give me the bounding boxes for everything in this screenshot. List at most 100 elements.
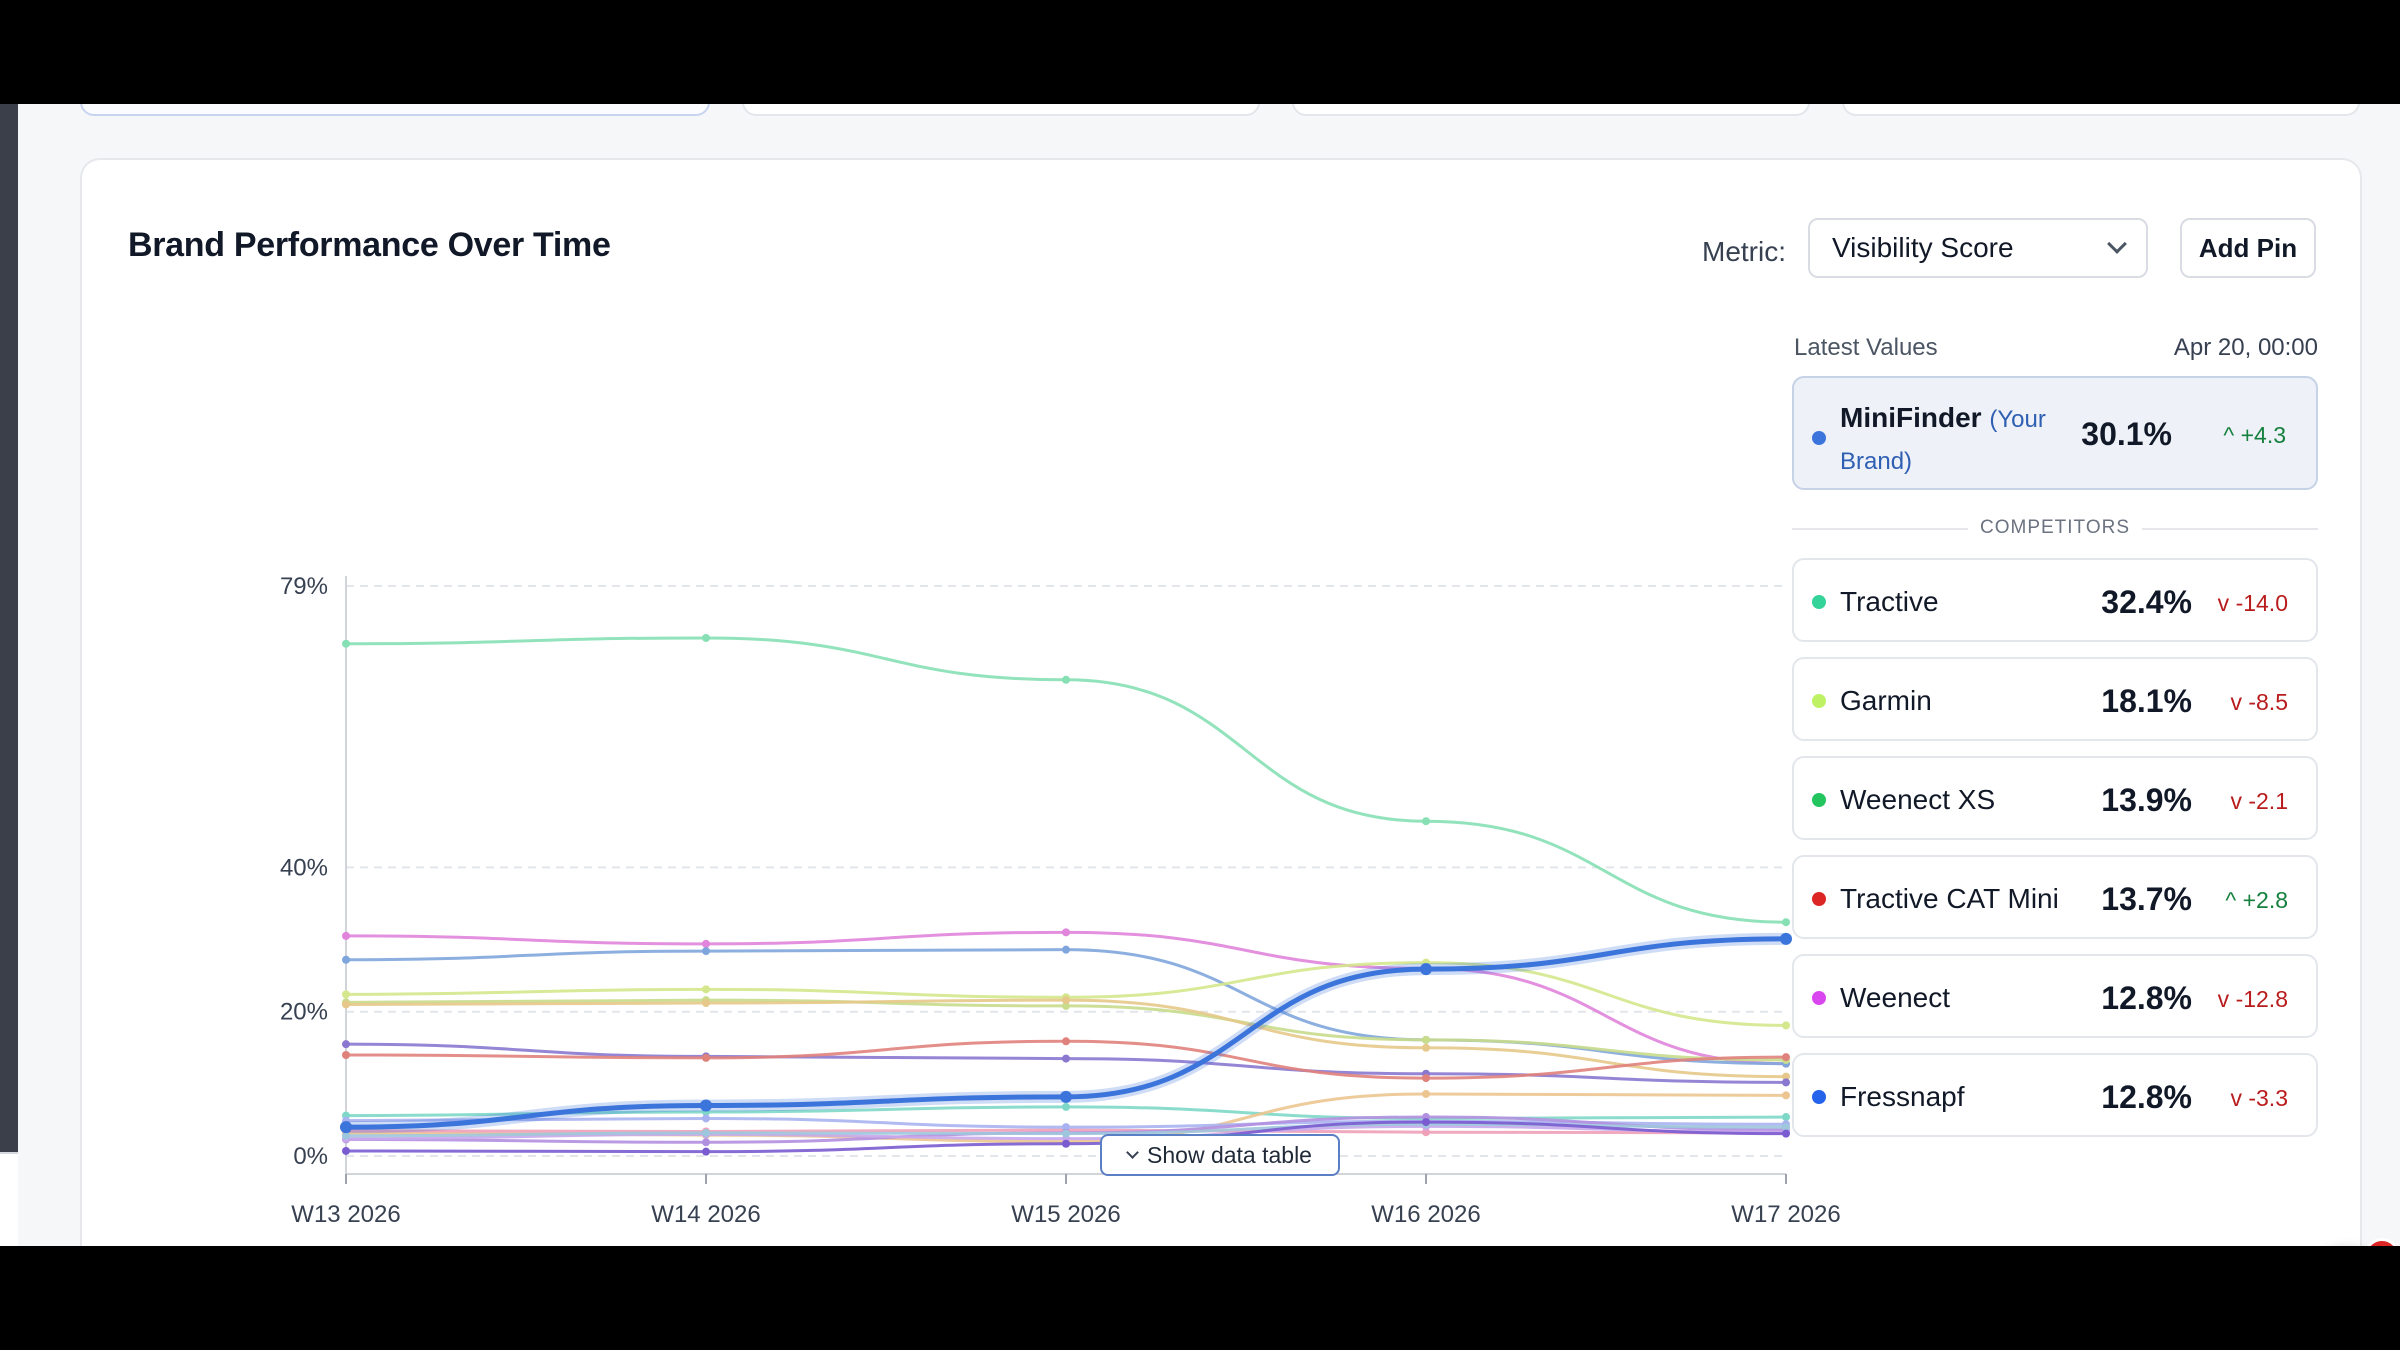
data-point <box>702 1138 710 1147</box>
data-point <box>1782 918 1790 927</box>
summary-card-4[interactable] <box>1842 104 2360 116</box>
series-line <box>345 1042 1787 1084</box>
series-color-dot <box>1812 1090 1826 1104</box>
competitor-card[interactable]: Weenect 12.8% v -12.8 <box>1792 954 2318 1038</box>
brand-performance-panel: Brand Performance Over Time Metric: Visi… <box>80 158 2362 1246</box>
chevron-down-icon <box>2107 234 2127 254</box>
summary-card-2[interactable] <box>742 104 1260 116</box>
y-tick-label: 0% <box>293 1143 328 1170</box>
data-point <box>342 1131 350 1140</box>
competitor-delta: v -8.5 <box>2230 689 2288 715</box>
data-point <box>1062 1129 1070 1138</box>
x-tick-label: W13 2026 <box>291 1201 400 1228</box>
series-color-dot <box>1812 892 1826 906</box>
data-point <box>1062 1037 1070 1046</box>
series-color-dot <box>1812 694 1826 708</box>
series-line <box>345 936 1787 1130</box>
data-point <box>1062 1001 1070 1010</box>
series-color-dot <box>1812 431 1826 445</box>
competitor-delta-value: -8.5 <box>2248 689 2288 715</box>
data-point <box>702 999 710 1008</box>
data-point <box>1062 1139 1070 1148</box>
x-tick-label: W16 2026 <box>1371 1201 1480 1228</box>
competitor-delta: v -12.8 <box>2217 986 2288 1012</box>
competitors-divider: COMPETITORS <box>1792 517 2318 539</box>
competitor-delta-value: -2.1 <box>2248 788 2288 814</box>
metric-select-value: Visibility Score <box>1832 232 2014 263</box>
competitor-value: 32.4% <box>2101 584 2192 620</box>
competitor-delta-value: +2.8 <box>2242 887 2288 913</box>
data-point <box>1782 1113 1790 1122</box>
latest-values-date: Apr 20, 00:00 <box>2173 334 2318 361</box>
summary-card-3[interactable] <box>1292 104 1810 116</box>
line-chart: 0% 20% 40% 79% W13 2026 W14 2026 W15 2026 W16 2… <box>280 573 1841 1228</box>
y-tick-label: 20% <box>280 999 328 1026</box>
data-point <box>1782 1091 1790 1100</box>
competitor-value: 12.8% <box>2101 1079 2192 1115</box>
data-point <box>702 939 710 948</box>
data-point <box>340 1121 352 1134</box>
data-point <box>1062 945 1070 954</box>
competitors-label: COMPETITORS <box>1980 517 2130 538</box>
x-tick-label: W14 2026 <box>651 1201 760 1228</box>
data-point <box>702 1053 710 1062</box>
data-point <box>1782 1123 1790 1132</box>
data-point <box>1422 817 1430 826</box>
chevron-down-icon <box>1126 1145 1139 1159</box>
add-pin-button[interactable]: Add Pin <box>2180 218 2316 278</box>
own-brand-name-text: MiniFinder <box>1840 402 1982 433</box>
competitor-delta: v -14.0 <box>2217 590 2288 616</box>
competitor-name: Weenect <box>1840 982 1950 1013</box>
own-brand-value: 30.1% <box>2081 416 2172 452</box>
left-sidebar-footer <box>0 1152 18 1246</box>
data-point <box>342 955 350 964</box>
competitor-delta: v -2.1 <box>2230 788 2288 814</box>
latest-values-panel: Latest Values Apr 20, 00:00 MiniFinder (… <box>1792 334 2320 1174</box>
data-point <box>1062 1102 1070 1111</box>
panel-title: Brand Performance Over Time <box>128 226 611 264</box>
competitor-card[interactable]: Weenect XS 13.9% v -2.1 <box>1792 756 2318 840</box>
metric-select[interactable]: Visibility Score <box>1808 218 2148 278</box>
competitor-card[interactable]: Garmin 18.1% v -8.5 <box>1792 657 2318 741</box>
competitor-name: Garmin <box>1840 685 1932 716</box>
own-brand-card[interactable]: MiniFinder (Your Brand) 30.1% ^ +4.3 <box>1792 376 2318 490</box>
data-point <box>1422 1118 1430 1127</box>
data-point <box>1780 932 1792 945</box>
competitor-card[interactable]: Tractive 32.4% v -14.0 <box>1792 558 2318 642</box>
divider-line-left <box>1792 528 1968 530</box>
own-brand-tag: (Your Brand) <box>1840 406 2046 475</box>
series-color-dot <box>1812 793 1826 807</box>
competitor-delta-value: -3.3 <box>2248 1085 2288 1111</box>
data-point <box>702 633 710 642</box>
competitor-name: Tractive CAT Mini <box>1840 883 2059 914</box>
competitor-card[interactable]: Tractive CAT Mini 13.7% ^ +2.8 <box>1792 855 2318 939</box>
data-point <box>1422 1043 1430 1052</box>
competitor-card[interactable]: Fressnapf 12.8% v -3.3 <box>1792 1053 2318 1137</box>
x-tick-label: W17 2026 <box>1731 1201 1840 1228</box>
competitor-delta-value: -12.8 <box>2235 986 2288 1012</box>
show-data-table-label: Show data table <box>1147 1141 1312 1168</box>
data-point <box>1062 928 1070 937</box>
data-point <box>342 931 350 940</box>
data-point <box>702 1147 710 1156</box>
data-point <box>1422 1089 1430 1098</box>
data-point <box>1782 1078 1790 1087</box>
data-point <box>1782 1072 1790 1081</box>
data-point <box>342 1050 350 1059</box>
data-point <box>342 1040 350 1049</box>
competitor-value: 13.7% <box>2101 881 2192 917</box>
competitor-name: Weenect XS <box>1840 784 1996 815</box>
competitor-name: Fressnapf <box>1840 1081 1965 1112</box>
series-color-dot <box>1812 595 1826 609</box>
own-brand-delta: ^ +4.3 <box>2223 422 2286 448</box>
competitor-delta: ^ +2.8 <box>2225 887 2288 913</box>
own-brand-name: MiniFinder (Your Brand) <box>1840 398 2090 482</box>
show-data-table-button[interactable]: Show data table <box>1100 1134 1340 1176</box>
data-point <box>702 1114 710 1123</box>
data-point <box>702 985 710 994</box>
data-point <box>1782 1021 1790 1030</box>
metric-label: Metric: <box>1702 236 1786 267</box>
series-color-dot <box>1812 991 1826 1005</box>
data-point <box>1782 1053 1790 1062</box>
summary-card-1[interactable] <box>80 104 710 116</box>
